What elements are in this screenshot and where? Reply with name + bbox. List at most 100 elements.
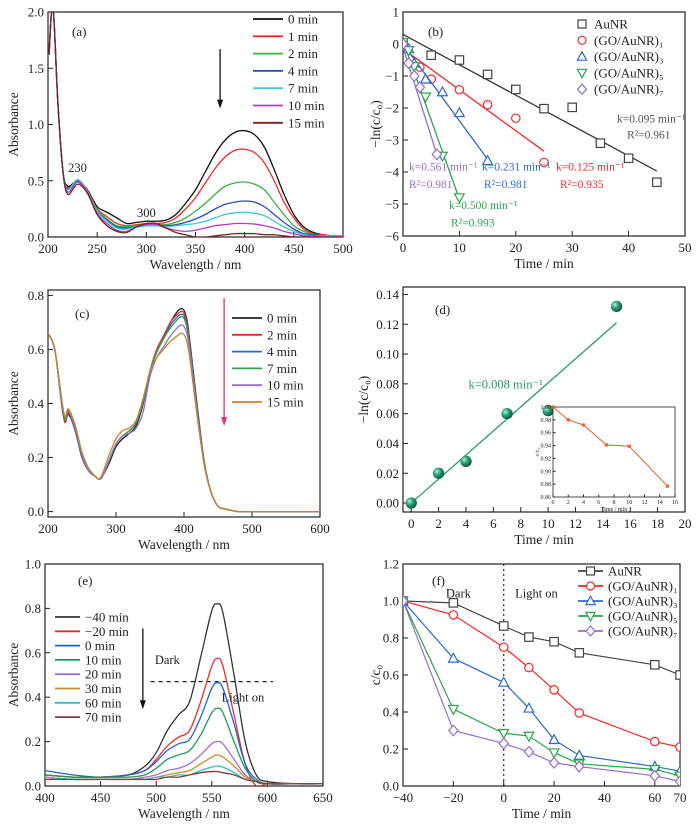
- y-tick-label: 0.5: [28, 173, 44, 188]
- x-tick-label: 16: [672, 500, 678, 506]
- annotation: 300: [137, 206, 156, 220]
- x-tick-label: 60: [648, 790, 661, 805]
- y-tick-label: −1: [385, 69, 399, 84]
- legend-label: 7 min: [267, 361, 297, 376]
- panel-d: 0 2 4 6 8 10 12 14 16 18 200.000.020.040.060.080.1…: [356, 286, 692, 547]
- data-point: [453, 106, 466, 118]
- data-point: [403, 57, 415, 70]
- inset-y-axis-label: c/c₀: [535, 447, 541, 456]
- legend-item: 1 min: [253, 29, 318, 44]
- plot-area: [405, 300, 623, 509]
- x-tick-label: 400: [35, 790, 55, 805]
- y-tick-label: −5: [385, 197, 399, 212]
- legend-label: 2 min: [288, 46, 318, 61]
- y-tick-label: 0.0: [28, 504, 44, 519]
- data-point: [548, 756, 560, 770]
- y-axis-label: Absorbance: [6, 643, 21, 707]
- y-tick-label: 0.6: [25, 645, 42, 660]
- legend-item: 0 min: [232, 311, 297, 326]
- x-tick-label: 14: [596, 516, 610, 531]
- y-tick-label: 0.0: [25, 779, 41, 794]
- data-point: [574, 708, 585, 718]
- legend-item: 4 min: [253, 63, 318, 78]
- x-axis-label: Time / min: [514, 256, 574, 271]
- inset-data-point: [581, 423, 586, 427]
- data-point: [453, 193, 466, 204]
- arrow-down-icon: [217, 99, 224, 109]
- plot-frame: [402, 11, 686, 237]
- legend-item: (GO/AuNR)₃: [576, 49, 664, 64]
- y-tick-label: 0.8: [25, 601, 41, 616]
- legend-label: 0 min: [288, 12, 318, 27]
- x-tick-label: 250: [87, 241, 107, 256]
- data-point: [432, 467, 445, 479]
- data-point: [548, 748, 560, 759]
- panel-label: (c): [75, 306, 89, 321]
- inset-chart: 0 2 4 6 8 10 12 14 16 0.86 0.88 0.90 0.92 0.94 0.96 0.9…: [535, 405, 678, 513]
- y-tick-label: 0.6: [28, 342, 45, 357]
- x-tick-label: 450: [91, 790, 111, 805]
- x-tick-label: 40: [598, 790, 611, 805]
- x-axis-label: Time / min: [514, 532, 574, 547]
- series-line: [45, 765, 323, 785]
- data-point: [436, 85, 449, 97]
- data-point: [498, 621, 509, 631]
- data-point: [574, 647, 585, 658]
- legend-item: (GO/AuNR)₅: [578, 609, 678, 624]
- legend-label: 1 min: [288, 29, 318, 44]
- y-tick-label: 0.86: [541, 495, 552, 501]
- panel-label: (b): [428, 24, 443, 39]
- y-tick-label: 0.06: [376, 406, 399, 421]
- legend-marker: [577, 35, 587, 45]
- x-tick-label: 18: [651, 516, 664, 531]
- annotation: k=0.561 min⁻¹: [409, 161, 478, 173]
- plot-area: [403, 33, 662, 204]
- data-point: [573, 760, 585, 773]
- x-tick-label: 500: [146, 790, 166, 805]
- y-tick-label: 0.94: [541, 444, 552, 450]
- data-point: [539, 157, 549, 168]
- legend-item: 15 min: [232, 395, 304, 410]
- y-tick-label: 0.92: [541, 456, 552, 462]
- annotation: R²=0.961: [627, 129, 671, 141]
- x-tick-label: 6: [597, 500, 600, 506]
- legend-label: 10 min: [267, 378, 304, 393]
- x-tick-label: 4: [582, 500, 585, 506]
- x-tick-label: 200: [38, 521, 58, 536]
- data-point: [497, 676, 510, 687]
- legend-label: 20 min: [85, 667, 122, 682]
- panel-e: 400 450 500 550 600 650 0.0 0.2 0.4 0.6 0.8 1.0 Wave…: [6, 557, 333, 822]
- legend-marker: [585, 581, 596, 591]
- legend-item: 15 min: [253, 115, 325, 130]
- panel-label: (d): [435, 302, 450, 317]
- legend-item: (GO/AuNR)₇: [576, 82, 664, 97]
- data-point: [447, 724, 459, 737]
- series-line: [403, 600, 680, 772]
- legend-item: (GO/AuNR)₃: [578, 594, 678, 609]
- data-point: [567, 102, 577, 113]
- data-point: [573, 749, 586, 760]
- x-tick-label: 550: [202, 790, 222, 805]
- data-point: [405, 497, 417, 509]
- data-point: [523, 702, 535, 713]
- data-point: [524, 632, 534, 642]
- legend-label: 30 min: [85, 681, 122, 696]
- data-point: [675, 670, 680, 680]
- y-tick-label: 0.2: [383, 742, 399, 757]
- y-tick-label: 0.04: [376, 436, 399, 451]
- legend-item: −40 min: [55, 610, 129, 625]
- legend-item: 4 min: [232, 344, 297, 359]
- data-point: [548, 733, 560, 745]
- legend-label: 4 min: [288, 63, 318, 78]
- data-point: [511, 84, 521, 95]
- x-tick-label: 16: [624, 516, 638, 531]
- data-point: [426, 50, 436, 60]
- legend-label: 2 min: [267, 327, 297, 342]
- legend-label: 4 min: [267, 344, 297, 359]
- data-point: [623, 153, 634, 164]
- y-tick-label: 0.00: [376, 496, 399, 511]
- x-tick-label: 8: [613, 500, 616, 506]
- y-tick-label: 0: [393, 37, 400, 52]
- x-tick-label: −40: [393, 790, 413, 805]
